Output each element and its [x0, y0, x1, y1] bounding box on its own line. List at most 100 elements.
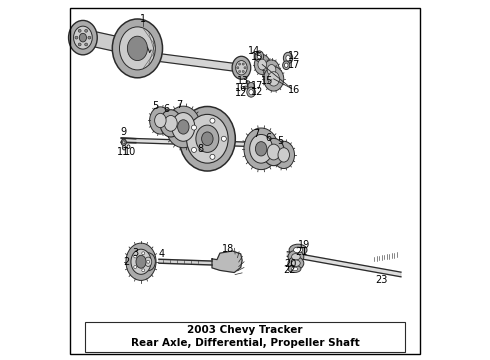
Polygon shape — [161, 54, 238, 72]
Ellipse shape — [244, 86, 248, 89]
Text: 12: 12 — [288, 51, 301, 61]
Circle shape — [242, 63, 245, 65]
Ellipse shape — [254, 54, 270, 75]
Text: 15: 15 — [251, 52, 263, 62]
Ellipse shape — [247, 82, 255, 91]
Text: 7: 7 — [253, 129, 260, 139]
Circle shape — [242, 71, 245, 73]
Ellipse shape — [283, 61, 290, 69]
Circle shape — [134, 266, 137, 269]
Ellipse shape — [79, 33, 87, 42]
Ellipse shape — [149, 107, 171, 134]
Text: 2003 Chevy Tracker
Rear Axle, Differential, Propeller Shaft: 2003 Chevy Tracker Rear Axle, Differenti… — [131, 325, 359, 348]
Ellipse shape — [286, 55, 290, 61]
Ellipse shape — [258, 59, 267, 70]
Polygon shape — [159, 259, 212, 265]
Ellipse shape — [292, 253, 300, 260]
Ellipse shape — [201, 132, 213, 145]
Circle shape — [239, 71, 241, 73]
Circle shape — [221, 136, 226, 141]
Ellipse shape — [236, 60, 247, 75]
Text: 14: 14 — [247, 46, 260, 56]
Text: 18: 18 — [222, 244, 234, 254]
Ellipse shape — [273, 141, 294, 168]
Ellipse shape — [112, 19, 163, 78]
Text: 9: 9 — [121, 127, 127, 137]
Ellipse shape — [289, 244, 307, 256]
Ellipse shape — [120, 27, 155, 70]
Text: 16: 16 — [288, 85, 300, 95]
Circle shape — [78, 30, 81, 32]
Ellipse shape — [179, 107, 235, 171]
Ellipse shape — [122, 139, 126, 145]
Text: 19: 19 — [298, 240, 310, 250]
Ellipse shape — [69, 21, 97, 55]
Text: 5: 5 — [152, 101, 158, 111]
Text: 7: 7 — [176, 100, 182, 111]
Circle shape — [237, 67, 239, 69]
Ellipse shape — [196, 125, 219, 152]
Text: 15: 15 — [261, 76, 274, 86]
Circle shape — [88, 36, 91, 39]
Text: 16: 16 — [235, 83, 247, 93]
Ellipse shape — [255, 141, 267, 156]
Text: 6: 6 — [266, 133, 272, 143]
Ellipse shape — [288, 257, 304, 270]
Ellipse shape — [264, 67, 284, 91]
Ellipse shape — [288, 250, 304, 263]
Ellipse shape — [145, 257, 152, 266]
Ellipse shape — [294, 247, 303, 253]
Text: 5: 5 — [277, 136, 283, 145]
Ellipse shape — [155, 113, 166, 128]
Ellipse shape — [164, 116, 177, 131]
Ellipse shape — [122, 141, 125, 144]
Text: 21: 21 — [295, 247, 307, 257]
Ellipse shape — [267, 64, 276, 75]
Circle shape — [85, 43, 88, 46]
Circle shape — [239, 63, 241, 65]
Circle shape — [142, 269, 145, 272]
Ellipse shape — [278, 148, 290, 162]
Ellipse shape — [232, 56, 251, 79]
Ellipse shape — [267, 144, 280, 160]
Ellipse shape — [141, 253, 155, 271]
Text: 8: 8 — [197, 144, 203, 154]
Text: 4: 4 — [159, 249, 165, 259]
Polygon shape — [87, 30, 137, 56]
Circle shape — [192, 125, 196, 130]
Text: 13: 13 — [237, 76, 249, 86]
Ellipse shape — [187, 114, 228, 163]
Polygon shape — [212, 251, 242, 273]
Ellipse shape — [160, 110, 181, 137]
Circle shape — [85, 30, 88, 32]
Ellipse shape — [127, 36, 147, 60]
Ellipse shape — [255, 51, 264, 62]
Text: 12: 12 — [251, 87, 264, 97]
Polygon shape — [122, 138, 288, 148]
Ellipse shape — [250, 134, 272, 163]
Text: 22: 22 — [283, 265, 295, 275]
Text: 17: 17 — [288, 59, 301, 69]
Circle shape — [78, 43, 81, 46]
Ellipse shape — [136, 255, 146, 268]
Ellipse shape — [291, 267, 298, 271]
Ellipse shape — [131, 249, 151, 274]
Polygon shape — [287, 252, 401, 277]
Text: 17: 17 — [251, 81, 264, 91]
Text: 20: 20 — [284, 259, 296, 269]
Ellipse shape — [257, 54, 262, 59]
Ellipse shape — [172, 113, 195, 141]
Circle shape — [210, 154, 215, 159]
Text: 1: 1 — [140, 14, 146, 24]
FancyBboxPatch shape — [85, 321, 405, 352]
Circle shape — [134, 255, 137, 258]
Ellipse shape — [285, 63, 288, 67]
Ellipse shape — [74, 26, 92, 49]
Ellipse shape — [263, 138, 285, 166]
Ellipse shape — [247, 87, 255, 97]
Text: 3: 3 — [132, 248, 138, 258]
Text: 10: 10 — [124, 147, 136, 157]
Text: 11: 11 — [117, 147, 129, 157]
Circle shape — [75, 36, 78, 39]
Ellipse shape — [283, 52, 293, 64]
